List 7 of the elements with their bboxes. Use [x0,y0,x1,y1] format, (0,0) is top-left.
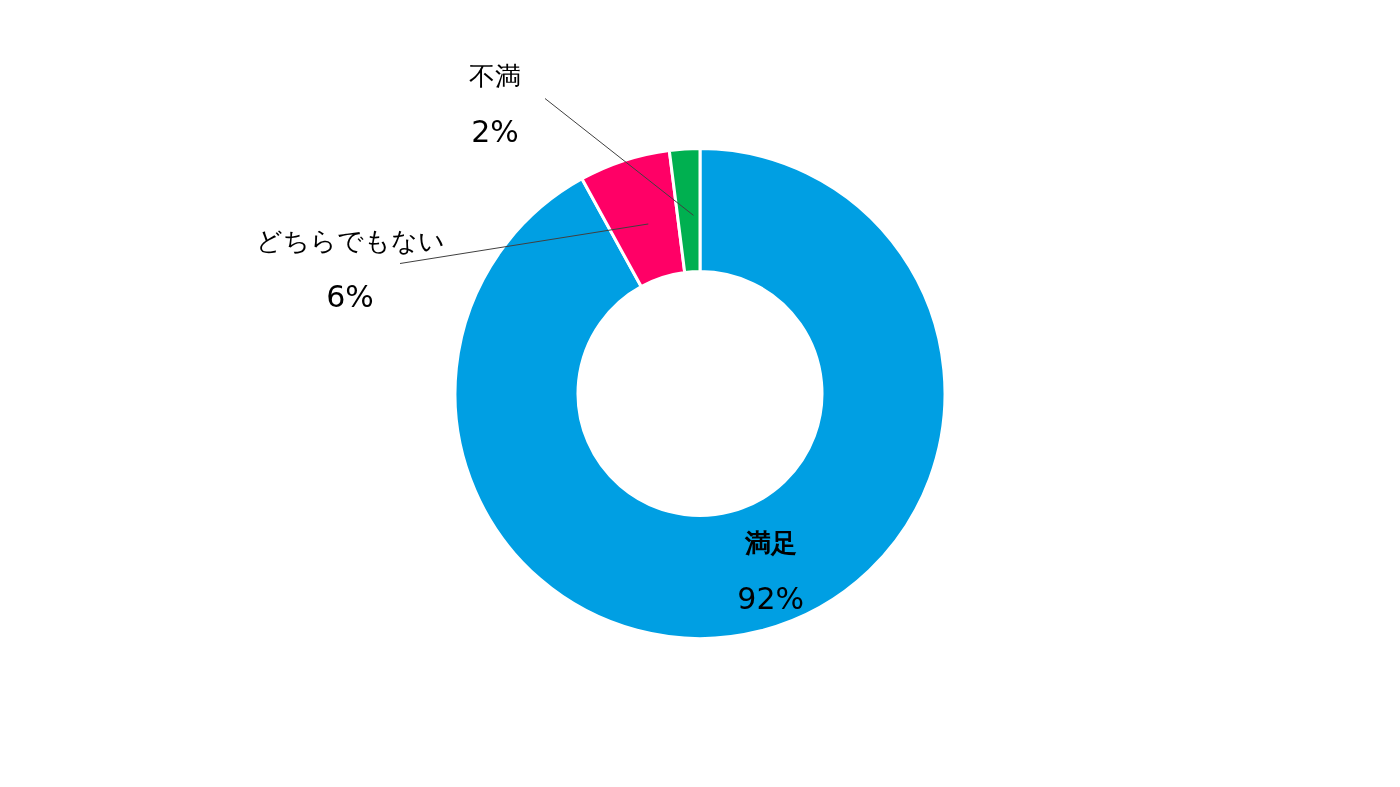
data-label: 2% [471,113,519,149]
slice-label: 満足 [743,528,797,559]
slice-label: 不満 [469,60,521,91]
data-label: 6% [326,278,374,314]
data-label: 92% [737,581,804,617]
donut-slice [453,147,947,640]
slice-label: どちらでもない [255,225,445,256]
